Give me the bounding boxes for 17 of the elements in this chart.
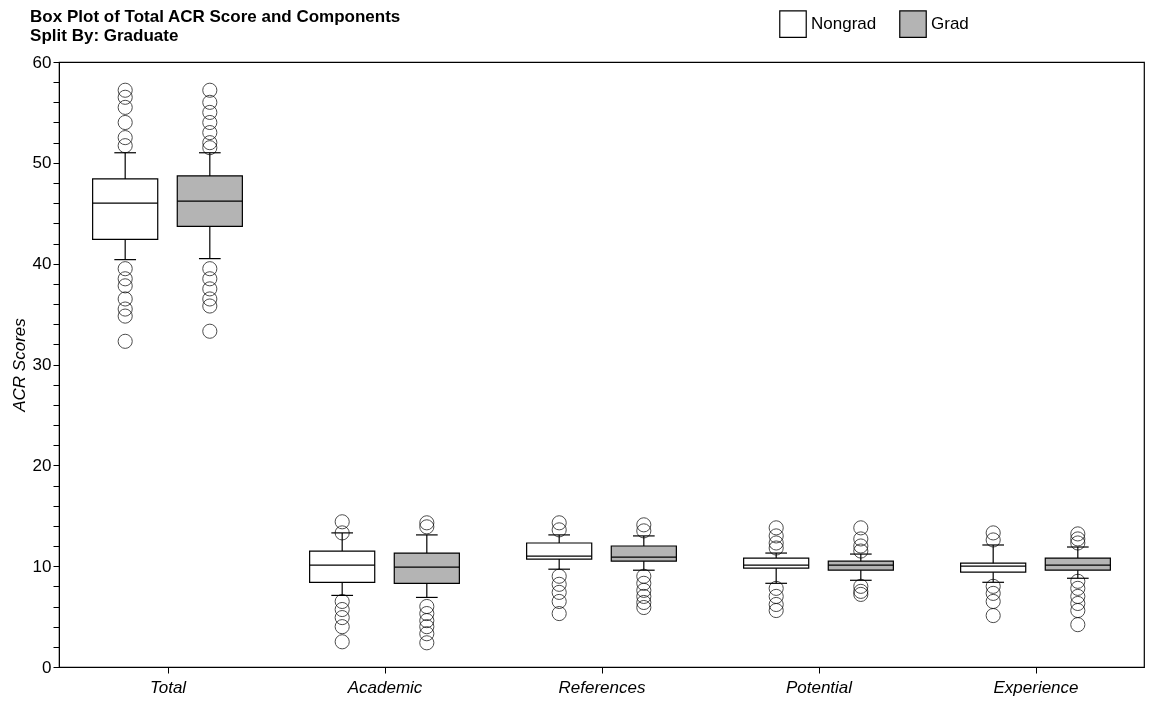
x-tick-label: References bbox=[558, 677, 646, 697]
x-tick-label: Potential bbox=[785, 677, 854, 697]
y-tick-label: 0 bbox=[42, 657, 52, 677]
y-tick-label: 60 bbox=[32, 52, 52, 72]
y-axis-title: ACR Scores bbox=[9, 317, 29, 413]
chart-subtitle: Split By: Graduate bbox=[30, 26, 179, 45]
y-tick-label: 20 bbox=[32, 455, 52, 475]
x-tick-label: Experience bbox=[993, 677, 1079, 697]
x-tick-label: Total bbox=[149, 677, 188, 697]
y-tick-label: 10 bbox=[32, 556, 52, 576]
chart-title: Box Plot of Total ACR Score and Components bbox=[30, 7, 401, 26]
legend-label: Nongrad bbox=[811, 14, 877, 34]
y-tick-label: 30 bbox=[32, 355, 52, 374]
y-tick-label: 50 bbox=[32, 153, 52, 173]
legend-label: Grad bbox=[931, 14, 969, 34]
y-tick-label: 40 bbox=[32, 254, 52, 274]
x-tick-label: Academic bbox=[346, 677, 423, 697]
